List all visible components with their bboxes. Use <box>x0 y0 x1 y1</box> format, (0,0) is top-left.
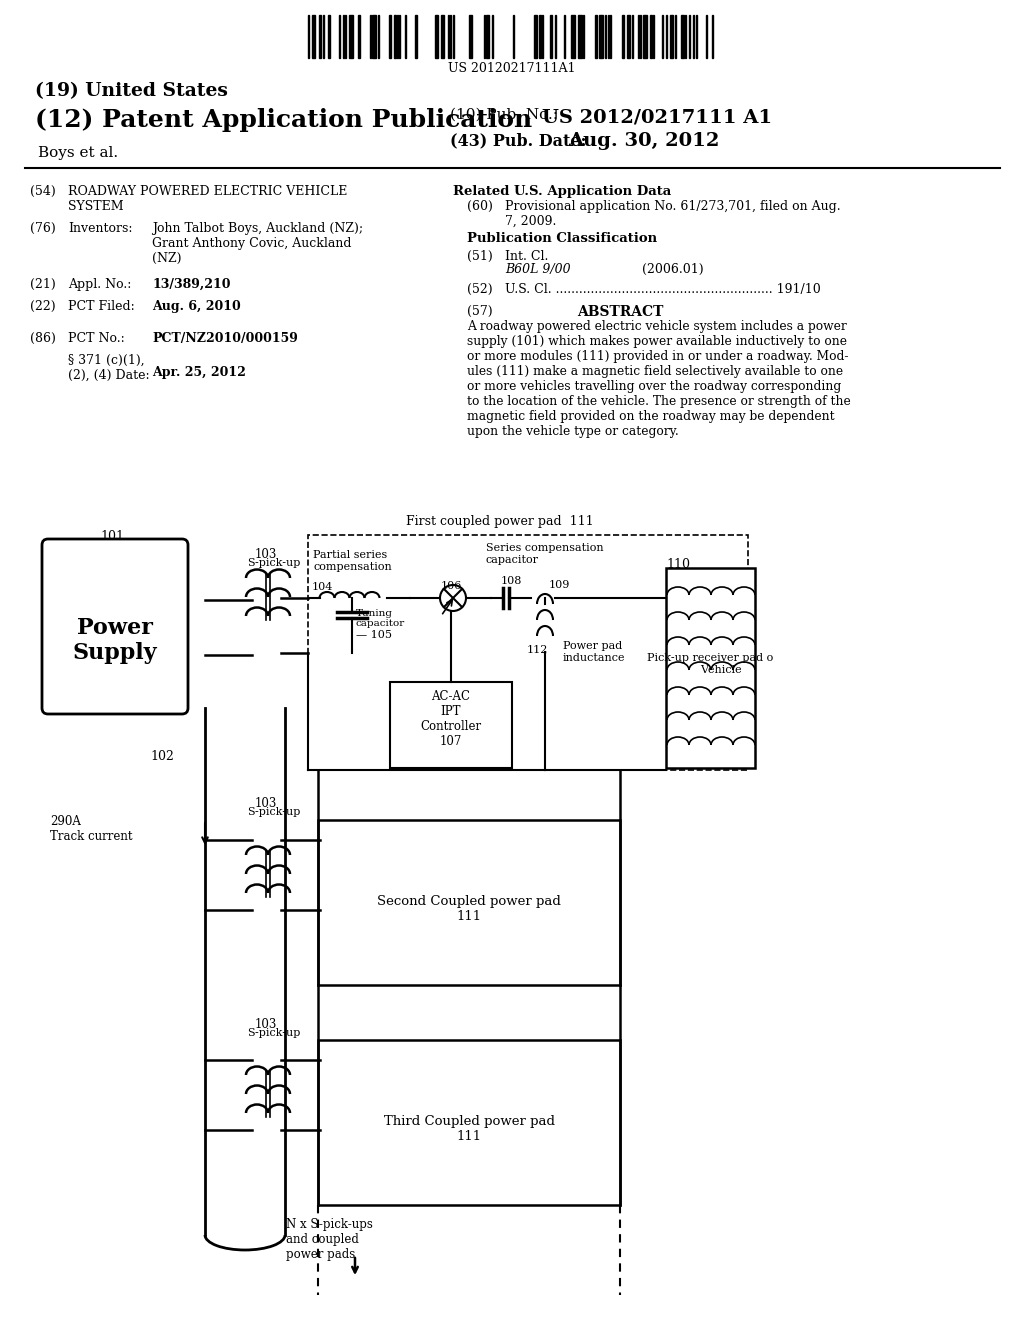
Bar <box>372 15 376 58</box>
Bar <box>681 15 684 58</box>
Text: (19) United States: (19) United States <box>35 82 228 100</box>
Bar <box>390 682 512 768</box>
Text: § 371 (c)(1),
(2), (4) Date:: § 371 (c)(1), (2), (4) Date: <box>68 354 150 381</box>
Text: Inventors:: Inventors: <box>68 222 132 235</box>
Text: (43) Pub. Date:: (43) Pub. Date: <box>450 132 587 149</box>
Text: Apr. 25, 2012: Apr. 25, 2012 <box>152 366 246 379</box>
Bar <box>550 15 552 58</box>
Bar <box>627 15 630 58</box>
Bar <box>318 820 620 985</box>
Text: (21): (21) <box>30 279 55 290</box>
Bar <box>389 15 391 58</box>
Bar <box>319 15 321 58</box>
Text: (2006.01): (2006.01) <box>642 263 703 276</box>
Text: Power
Supply: Power Supply <box>73 616 158 664</box>
Text: 13/389,210: 13/389,210 <box>152 279 230 290</box>
Text: Boys et al.: Boys et al. <box>38 147 118 160</box>
Bar <box>308 535 748 770</box>
Text: Publication Classification: Publication Classification <box>467 232 657 246</box>
Text: S-pick-up: S-pick-up <box>247 1028 300 1038</box>
Text: PCT No.:: PCT No.: <box>68 333 125 345</box>
Text: PCT Filed:: PCT Filed: <box>68 300 135 313</box>
Text: Third Coupled power pad
111: Third Coupled power pad 111 <box>384 1114 555 1143</box>
Text: 103: 103 <box>255 797 278 810</box>
Bar <box>441 15 444 58</box>
Bar <box>435 15 438 58</box>
Text: 108: 108 <box>501 576 522 586</box>
Text: Partial series
compensation: Partial series compensation <box>313 550 392 572</box>
Bar <box>358 15 360 58</box>
Text: (22): (22) <box>30 300 55 313</box>
Text: (51): (51) <box>467 249 493 263</box>
Bar <box>349 15 353 58</box>
Text: Int. Cl.: Int. Cl. <box>505 249 549 263</box>
Text: A roadway powered electric vehicle system includes a power
supply (101) which ma: A roadway powered electric vehicle syste… <box>467 319 851 438</box>
Circle shape <box>440 585 466 611</box>
Text: Pick-up receiver pad o
      Vehicle: Pick-up receiver pad o Vehicle <box>647 653 773 675</box>
Bar <box>415 15 417 58</box>
Text: (60): (60) <box>467 201 493 213</box>
Text: 101: 101 <box>100 531 124 543</box>
Text: Tuning
capacitor: Tuning capacitor <box>356 609 406 628</box>
Bar <box>534 15 537 58</box>
Text: (54): (54) <box>30 185 55 198</box>
Text: US 20120217111A1: US 20120217111A1 <box>449 62 575 75</box>
Text: US 2012/0217111 A1: US 2012/0217111 A1 <box>542 108 772 125</box>
Text: S-pick-up: S-pick-up <box>247 558 300 568</box>
Text: AC-AC
IPT
Controller
107: AC-AC IPT Controller 107 <box>421 690 481 748</box>
Bar <box>650 15 652 58</box>
Text: (12) Patent Application Publication: (12) Patent Application Publication <box>35 108 532 132</box>
Text: ROADWAY POWERED ELECTRIC VEHICLE
SYSTEM: ROADWAY POWERED ELECTRIC VEHICLE SYSTEM <box>68 185 347 213</box>
Bar <box>469 15 472 58</box>
Bar <box>312 15 315 58</box>
Text: (52): (52) <box>467 282 493 296</box>
Bar <box>318 1040 620 1205</box>
Text: (76): (76) <box>30 222 55 235</box>
Text: John Talbot Boys, Auckland (NZ);
Grant Anthony Covic, Auckland
(NZ): John Talbot Boys, Auckland (NZ); Grant A… <box>152 222 364 265</box>
Text: 110: 110 <box>666 558 690 572</box>
Text: — 105: — 105 <box>356 630 392 640</box>
Text: Aug. 6, 2010: Aug. 6, 2010 <box>152 300 241 313</box>
Bar <box>394 15 396 58</box>
Bar <box>670 15 673 58</box>
Text: 106: 106 <box>441 581 463 591</box>
Text: B60L 9/00: B60L 9/00 <box>505 263 570 276</box>
Text: PCT/NZ2010/000159: PCT/NZ2010/000159 <box>152 333 298 345</box>
Text: 103: 103 <box>255 1018 278 1031</box>
Text: (86): (86) <box>30 333 56 345</box>
Text: ABSTRACT: ABSTRACT <box>577 305 664 319</box>
Text: (10) Pub. No.:: (10) Pub. No.: <box>450 108 558 121</box>
FancyBboxPatch shape <box>42 539 188 714</box>
Text: First coupled power pad  111: First coupled power pad 111 <box>407 515 594 528</box>
Bar <box>486 15 489 58</box>
Text: 109: 109 <box>549 579 570 590</box>
Text: Related U.S. Application Data: Related U.S. Application Data <box>453 185 671 198</box>
Bar <box>595 15 597 58</box>
Text: 104: 104 <box>312 582 334 591</box>
Bar <box>571 15 575 58</box>
Text: Second Coupled power pad
111: Second Coupled power pad 111 <box>377 895 561 923</box>
Bar <box>599 15 603 58</box>
Bar <box>539 15 541 58</box>
Bar <box>578 15 582 58</box>
Bar <box>328 15 330 58</box>
Text: U.S. Cl. ........................................................ 191/10: U.S. Cl. ...............................… <box>505 282 821 296</box>
Text: Aug. 30, 2012: Aug. 30, 2012 <box>568 132 720 150</box>
Text: Appl. No.:: Appl. No.: <box>68 279 131 290</box>
Text: Provisional application No. 61/273,701, filed on Aug.
7, 2009.: Provisional application No. 61/273,701, … <box>505 201 841 228</box>
Bar <box>643 15 647 58</box>
Text: Power pad
inductance: Power pad inductance <box>563 642 626 663</box>
Text: (57): (57) <box>467 305 493 318</box>
Bar <box>666 568 755 768</box>
Text: N x S-pick-ups
and coupled
power pads: N x S-pick-ups and coupled power pads <box>286 1218 373 1261</box>
Text: Series compensation
capacitor: Series compensation capacitor <box>486 543 603 565</box>
Text: 103: 103 <box>255 548 278 561</box>
Text: S-pick-up: S-pick-up <box>247 807 300 817</box>
Text: 112: 112 <box>527 645 549 655</box>
Text: 102: 102 <box>150 750 174 763</box>
Text: 290A
Track current: 290A Track current <box>50 814 132 843</box>
Bar <box>622 15 624 58</box>
